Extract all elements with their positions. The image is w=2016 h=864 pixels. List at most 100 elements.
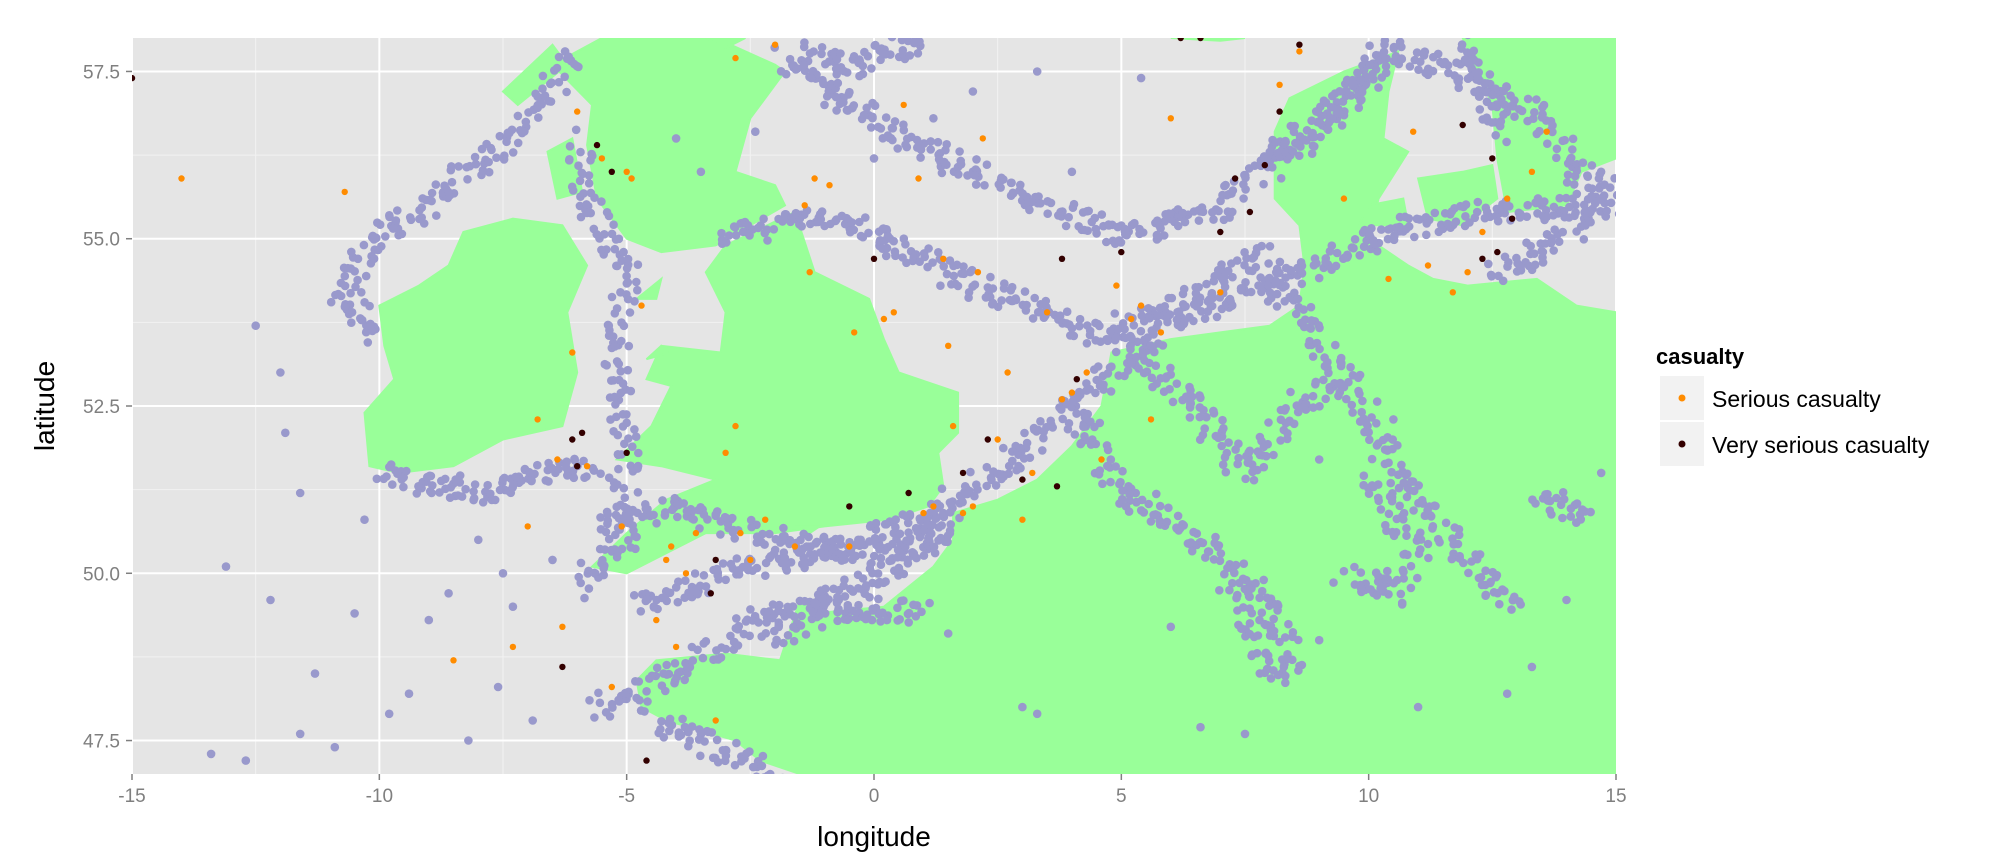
- track-point: [874, 594, 883, 604]
- track-point: [612, 261, 621, 271]
- serious-casualty-point: [959, 509, 967, 517]
- serious-casualty-point: [574, 108, 581, 115]
- track-point: [1354, 103, 1364, 113]
- track-point: [1538, 103, 1547, 112]
- track-point: [721, 575, 730, 585]
- track-point: [1256, 273, 1265, 282]
- track-point: [839, 581, 848, 591]
- track-point: [1424, 553, 1433, 563]
- track-point: [752, 563, 762, 573]
- track-point: [748, 762, 758, 772]
- track-point: [579, 456, 588, 466]
- serious-casualty-point: [623, 168, 630, 175]
- very-serious-casualty-point: [569, 436, 576, 443]
- track-point: [1560, 135, 1569, 145]
- track-point: [759, 214, 768, 224]
- track-point: [1507, 605, 1516, 614]
- track-point: [569, 59, 579, 69]
- track-point: [861, 213, 870, 222]
- serious-casualty-point: [1137, 302, 1145, 309]
- track-point: [800, 559, 810, 569]
- track-point: [982, 481, 991, 491]
- track-point: [447, 162, 456, 171]
- track-point: [1070, 430, 1080, 439]
- track-point: [1357, 87, 1367, 97]
- track-point: [1356, 568, 1366, 577]
- track-point: [1032, 709, 1042, 719]
- track-point: [860, 589, 870, 598]
- track-point: [1572, 189, 1582, 199]
- track-point: [844, 90, 853, 99]
- track-point: [1027, 197, 1037, 207]
- track-point: [657, 593, 667, 603]
- serious-casualty-point: [801, 202, 808, 209]
- track-point: [554, 464, 563, 474]
- track-point: [1261, 451, 1271, 461]
- track-point: [1241, 278, 1250, 287]
- track-point: [801, 22, 810, 31]
- very-serious-casualty-point: [870, 255, 878, 262]
- track-point: [610, 545, 620, 554]
- track-point: [1400, 212, 1410, 222]
- track-point: [728, 564, 738, 573]
- track-point: [619, 247, 628, 257]
- track-point: [1280, 633, 1290, 642]
- serious-casualty-point: [1113, 282, 1120, 289]
- track-point: [1293, 140, 1303, 149]
- track-point: [791, 208, 801, 218]
- track-point: [1247, 651, 1256, 661]
- track-point: [576, 578, 585, 588]
- track-point: [1417, 495, 1427, 505]
- track-point: [584, 171, 594, 180]
- track-point: [952, 260, 962, 270]
- track-point: [687, 514, 697, 523]
- serious-casualty-point: [1157, 329, 1165, 336]
- track-point: [616, 388, 626, 398]
- track-point: [1464, 59, 1474, 69]
- track-point: [893, 603, 902, 613]
- track-point: [393, 469, 402, 479]
- y-tick-label: 47.5: [83, 732, 120, 753]
- track-point: [1402, 492, 1412, 502]
- track-point: [1384, 458, 1393, 468]
- track-point: [1562, 595, 1571, 605]
- track-point: [483, 480, 493, 490]
- track-point: [958, 490, 967, 500]
- very-serious-casualty-point: [559, 663, 566, 671]
- track-point: [1200, 314, 1210, 324]
- track-point: [753, 772, 760, 774]
- track-point: [926, 137, 935, 146]
- track-point: [1315, 402, 1324, 411]
- serious-casualty-point: [949, 422, 957, 430]
- track-point: [1339, 566, 1349, 576]
- track-point: [597, 245, 606, 255]
- track-point: [891, 522, 900, 532]
- track-point: [612, 502, 621, 512]
- track-point: [357, 288, 366, 297]
- track-point: [1046, 198, 1056, 208]
- track-point: [611, 235, 621, 244]
- track-point: [1579, 200, 1589, 210]
- track-point: [1208, 208, 1217, 217]
- track-point: [893, 545, 903, 555]
- track-point: [428, 481, 437, 490]
- legend-label-serious: Serious casualty: [1712, 386, 1881, 412]
- track-point: [1069, 331, 1079, 341]
- very-serious-casualty-point: [1177, 38, 1184, 42]
- very-serious-casualty-point: [593, 141, 601, 149]
- track-point: [1218, 415, 1227, 425]
- track-point: [1095, 418, 1105, 428]
- track-point: [793, 23, 802, 32]
- track-point: [839, 98, 848, 107]
- track-point: [771, 534, 781, 544]
- track-point: [1579, 235, 1589, 244]
- track-point: [1162, 517, 1172, 527]
- track-point: [875, 577, 884, 587]
- track-point: [1217, 441, 1226, 451]
- track-point: [1596, 167, 1606, 177]
- track-point: [1218, 190, 1227, 200]
- track-point: [276, 368, 285, 377]
- track-point: [947, 500, 956, 510]
- track-point: [656, 725, 665, 734]
- track-point: [946, 508, 955, 517]
